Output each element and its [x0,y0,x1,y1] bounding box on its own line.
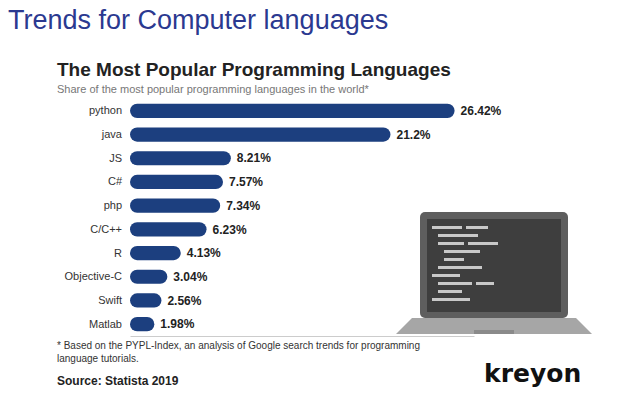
data-label: 3.04% [173,270,207,284]
chart-subtitle: Share of the most popular programming la… [57,83,370,95]
data-label: 7.34% [226,199,260,213]
data-label: 2.56% [167,294,201,308]
page-title: Trends for Computer languages [8,5,388,35]
category-label: python [89,104,122,116]
bar [130,104,455,118]
bar [130,151,231,165]
code-line [438,290,462,293]
code-line [438,282,472,285]
bar [130,270,167,284]
laptop-screen [427,219,561,312]
tick: Objective-C [65,270,123,282]
tick: php [104,199,122,211]
category-label: C# [108,175,123,187]
category-label: R [114,247,122,259]
tick: R [114,247,122,259]
bar [130,222,207,236]
chart-canvas: Trends for Computer languages The Most Po… [0,0,617,396]
bar [130,293,161,307]
data-label: 6.23% [213,223,247,237]
tick: C# [108,175,123,187]
tick: python [89,104,122,116]
tick: C/C++ [90,223,122,235]
data-label: 21.2% [396,128,430,142]
category-label: C/C++ [90,223,122,235]
data-label: 7.57% [229,175,263,189]
code-line [432,298,470,301]
code-line [432,226,462,229]
tick: Matlab [89,318,122,330]
code-line [432,274,460,277]
tick: JS [109,152,122,164]
tick: Swift [98,294,122,306]
bar [130,199,220,213]
data-label: 8.21% [237,151,271,165]
tick: java [101,128,123,140]
logo: kreyon [484,359,581,388]
code-line [476,282,494,285]
category-label: Swift [98,294,122,306]
laptop-trackpad [474,330,514,334]
code-line [444,250,480,253]
category-axis: python java JS C# php C/C++ R Objective-C Swift M… [65,104,123,329]
category-label: Objective-C [65,270,123,282]
bar [130,175,223,189]
laptop-lid [420,212,568,318]
data-label: 26.42% [461,104,502,118]
category-label: php [104,199,122,211]
chart-title: The Most Popular Programming Languages [57,59,451,80]
bar [130,246,181,260]
laptop-illustration [396,212,592,334]
code-line [466,226,488,229]
category-label: java [101,128,123,140]
category-label: JS [109,152,122,164]
data-label: 1.98% [160,317,194,331]
bar [130,317,154,331]
code-line [438,242,464,245]
code-line [438,234,478,237]
code-line [444,258,464,261]
bars [130,104,455,332]
data-label: 4.13% [187,246,221,260]
data-labels: 26.42% 21.2% 8.21% 7.57% 7.34% 6.23% 4.13% 3.04… [160,104,501,331]
laptop-base [396,318,592,334]
value-axis [131,336,475,337]
footnote: * Based on the PYPL-Index, an analysis o… [57,339,437,365]
category-label: Matlab [89,318,122,330]
axis-line [131,336,475,337]
source: Source: Statista 2019 [57,374,179,388]
code-line [468,242,498,245]
code-line [438,266,482,269]
bar [130,127,390,141]
